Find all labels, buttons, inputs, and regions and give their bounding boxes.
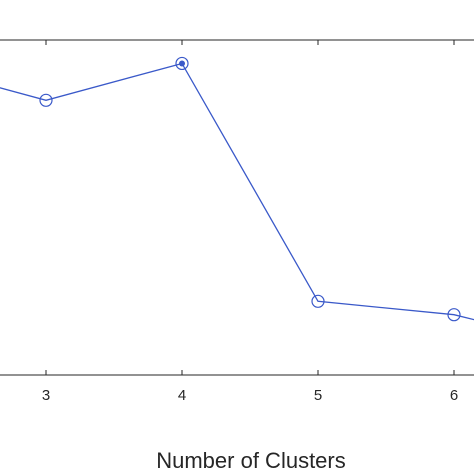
series-line [0,62,474,321]
x-tick-label: 5 [314,387,322,404]
data-point-marker [39,93,53,107]
x-tick-label: 3 [42,387,50,404]
x-axis-title: Number of Clusters [156,448,346,473]
series-group [0,56,474,322]
x-tick-label: 6 [450,387,458,404]
x-tick-label: 4 [178,387,186,404]
plot-area [0,39,474,376]
x-axis-ticks [45,40,455,375]
data-point-marker [175,56,189,71]
highlighted-point-dot [179,60,185,67]
data-point-marker [447,308,461,322]
data-point-marker [311,294,325,308]
x-tick-labels: 3 4 5 6 [42,387,458,404]
